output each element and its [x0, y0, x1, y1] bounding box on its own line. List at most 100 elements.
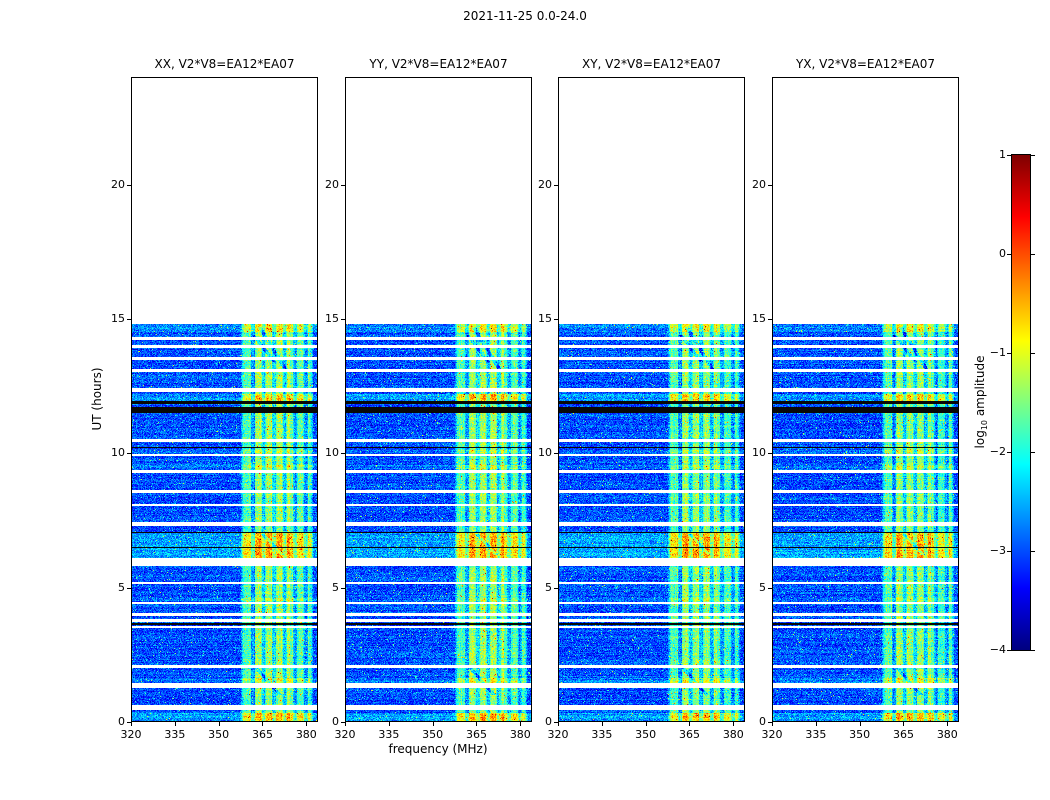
- figure-title: 2021-11-25 0.0-24.0: [463, 9, 587, 23]
- colorbar-tick: [1031, 254, 1035, 255]
- colorbar-tick: [1007, 551, 1011, 552]
- x-tick-label: 335: [164, 728, 186, 741]
- y-tick: [768, 453, 772, 455]
- x-tick-label: 350: [635, 728, 657, 741]
- colorbar-tick: [1007, 650, 1011, 651]
- x-tick-label: 365: [251, 728, 273, 741]
- y-axis-label: UT (hours): [90, 367, 104, 431]
- y-tick: [127, 587, 131, 589]
- spectrogram-panel: [772, 77, 959, 722]
- colorbar-tick-label: −4: [989, 643, 1006, 656]
- y-tick-label: 10: [111, 446, 125, 460]
- x-tick: [689, 722, 691, 726]
- x-tick: [903, 722, 905, 726]
- x-tick: [947, 722, 949, 726]
- colorbar-tick: [1031, 452, 1035, 453]
- y-tick-label: 5: [545, 580, 552, 594]
- y-tick-label: 5: [332, 580, 339, 594]
- x-tick: [262, 722, 264, 726]
- x-tick: [174, 722, 176, 726]
- x-tick-label: 380: [936, 728, 958, 741]
- colorbar-tick-label: 0: [999, 247, 1006, 260]
- panel-title: YX, V2*V8=EA12*EA07: [795, 57, 936, 71]
- x-tick-label: 365: [465, 728, 487, 741]
- y-tick-label: 0: [332, 715, 339, 728]
- x-tick-label: 335: [378, 728, 400, 741]
- x-tick-label: 365: [892, 728, 914, 741]
- colorbar-label-post: amplitude: [972, 355, 987, 420]
- x-tick-label: 380: [509, 728, 531, 741]
- x-tick-label: 350: [422, 728, 444, 741]
- y-tick: [127, 184, 131, 186]
- colorbar-label: log10 amplitude: [973, 356, 989, 449]
- spectrogram-panel: [345, 77, 532, 722]
- colorbar-label-pre: log: [972, 430, 987, 449]
- y-tick: [341, 184, 345, 186]
- spectrogram-panel: [558, 77, 745, 722]
- y-tick: [768, 587, 772, 589]
- x-tick: [601, 722, 603, 726]
- x-tick: [520, 722, 522, 726]
- y-tick-label: 5: [118, 580, 125, 594]
- y-tick-label: 20: [325, 177, 339, 191]
- colorbar-tick: [1031, 353, 1035, 354]
- panel-title: XX, V2*V8=EA12*EA07: [154, 57, 295, 71]
- colorbar-tick-label: 1: [999, 148, 1006, 161]
- y-tick-label: 0: [759, 715, 766, 728]
- y-tick: [341, 587, 345, 589]
- colorbar-tick: [1031, 155, 1035, 156]
- y-tick: [554, 722, 558, 723]
- x-tick-label: 350: [849, 728, 871, 741]
- y-tick-label: 0: [545, 715, 552, 728]
- y-tick-label: 15: [325, 311, 339, 325]
- x-tick-label: 320: [120, 728, 142, 741]
- x-tick: [432, 722, 434, 726]
- colorbar-tick: [1007, 155, 1011, 156]
- x-tick: [645, 722, 647, 726]
- x-tick-label: 335: [591, 728, 613, 741]
- y-tick: [554, 587, 558, 589]
- colorbar-tick: [1007, 353, 1011, 354]
- x-tick-label: 320: [761, 728, 783, 741]
- y-tick: [554, 318, 558, 320]
- y-tick: [127, 722, 131, 723]
- y-tick-label: 20: [111, 177, 125, 191]
- y-tick: [341, 318, 345, 320]
- spectrogram-panel: [131, 77, 318, 722]
- x-tick-label: 350: [208, 728, 230, 741]
- colorbar-tick-label: −2: [989, 445, 1006, 458]
- y-tick: [127, 318, 131, 320]
- x-tick: [388, 722, 390, 726]
- y-tick: [341, 722, 345, 723]
- y-tick: [768, 722, 772, 723]
- y-tick-label: 20: [752, 177, 766, 191]
- x-tick-label: 320: [334, 728, 356, 741]
- colorbar-tick-label: −1: [989, 346, 1006, 359]
- x-tick-label: 335: [805, 728, 827, 741]
- colorbar-label-sub: 10: [980, 419, 990, 431]
- x-tick-label: 380: [295, 728, 317, 741]
- y-tick-label: 20: [538, 177, 552, 191]
- y-tick-label: 5: [759, 580, 766, 594]
- panel-title: XY, V2*V8=EA12*EA07: [581, 57, 722, 71]
- x-tick-label: 380: [722, 728, 744, 741]
- x-tick: [815, 722, 817, 726]
- x-tick: [733, 722, 735, 726]
- x-tick: [476, 722, 478, 726]
- y-tick: [127, 453, 131, 455]
- y-tick-label: 0: [118, 715, 125, 728]
- x-tick: [859, 722, 861, 726]
- y-tick-label: 15: [111, 311, 125, 325]
- x-tick: [772, 722, 773, 726]
- x-tick: [131, 722, 132, 726]
- y-tick: [554, 184, 558, 186]
- y-tick-label: 10: [538, 446, 552, 460]
- x-tick: [218, 722, 220, 726]
- x-tick-label: 320: [547, 728, 569, 741]
- x-axis-label: frequency (MHz): [388, 742, 488, 756]
- x-tick: [306, 722, 308, 726]
- x-tick-label: 365: [678, 728, 700, 741]
- colorbar-tick: [1031, 650, 1035, 651]
- x-tick: [345, 722, 346, 726]
- colorbar-tick-label: −3: [989, 544, 1006, 557]
